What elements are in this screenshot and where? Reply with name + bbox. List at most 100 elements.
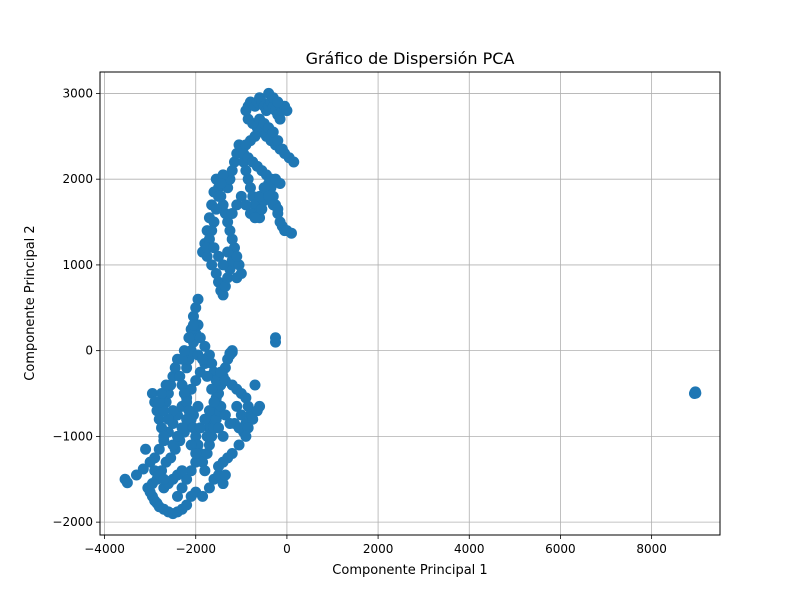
scatter-point [203,482,215,494]
scatter-point [231,250,243,262]
scatter-point [274,177,286,189]
scatter-point [206,358,218,370]
scatter-point [201,250,213,262]
scatter-point [206,383,218,395]
x-axis-label: Componente Principal 1 [332,563,487,578]
scatter-point [233,439,245,451]
scatter-point [176,465,188,477]
scatter-point [176,422,188,434]
plot-area-frame [99,71,721,536]
scatter-point [272,96,284,108]
scatter-point [690,387,702,399]
scatter-point [222,216,234,228]
scatter-point [208,216,220,228]
scatter-point [254,190,266,202]
x-tick-label: 4000 [454,542,485,556]
scatter-point [215,177,227,189]
scatter-point [197,490,209,502]
scatter-point [140,443,152,455]
scatter-point [281,105,293,117]
scatter-point [194,332,206,344]
scatter-point [219,409,231,421]
x-tick-label: 0 [283,542,291,556]
scatter-point [206,430,218,442]
scatter-point [169,362,181,374]
scatter-point [244,182,256,194]
scatter-point [217,478,229,490]
scatter-point [183,405,195,417]
scatter-point [242,422,254,434]
scatter-point [210,413,222,425]
scatter-point [153,443,165,455]
scatter-point [203,405,215,417]
scatter-point [192,400,204,412]
scatter-point [176,379,188,391]
scatter-point [274,113,286,125]
scatter-point [181,413,193,425]
scatter-point [187,310,199,322]
scatter-point [256,203,268,215]
scatter-point [190,448,202,460]
scatter-point [235,267,247,279]
scatter-point [172,490,183,502]
scatter-point [158,405,170,417]
scatter-point [144,456,156,468]
scatter-point [215,366,227,378]
scatter-point [185,439,197,451]
y-tick-label: −2000 [52,515,93,529]
scatter-point [158,473,170,485]
scatter-point [228,156,240,168]
scatter-point [210,375,222,387]
scatter-point [183,332,195,344]
scatter-point [137,463,149,475]
scatter-point [187,319,199,331]
x-tick-label: 8000 [636,542,667,556]
x-tick-label: −2000 [175,542,216,556]
scatter-point [285,227,297,239]
scatter-point [199,340,211,352]
scatter-point [249,379,261,391]
scatter-point [219,469,231,481]
scatter-point [181,362,193,374]
scatter-point [190,302,202,314]
scatter-point [263,190,275,202]
scatter-point [242,400,254,412]
scatter-point [267,126,279,138]
scatter-point [272,135,284,147]
x-axis-ticks: −4000 −2000 0 2000 4000 6000 8000 [84,535,667,556]
scatter-point [181,396,193,408]
scatter-point [222,272,234,284]
scatter-point [210,267,222,279]
scatter-point [226,207,238,219]
scatter-point [167,439,179,451]
scatter-point [276,143,288,155]
scatter-point [231,400,243,412]
scatter-point [206,225,218,237]
scatter-point [233,259,245,271]
scatter-point [158,430,170,442]
scatter-point [222,246,234,258]
scatter-point [242,173,254,185]
scatter-point [240,392,252,404]
scatter-point [181,499,193,511]
scatter-point [270,332,282,344]
scatter-point [208,242,220,254]
x-tick-label: 6000 [545,542,576,556]
scatter-point [224,418,236,430]
scatter-point [251,405,263,417]
scatter-point [242,113,254,125]
scatter-point [201,448,213,460]
y-tick-label: 1000 [62,258,93,272]
scatter-point [224,225,236,237]
scatter-point [172,430,183,442]
scatter-point [201,370,213,382]
scatter-point [235,190,247,202]
scatter-point [203,233,215,245]
chart-title: Gráfico de Dispersión PCA [306,49,515,68]
scatter-point [190,375,202,387]
scatter-point [153,396,165,408]
scatter-point [208,396,220,408]
scatter-point [167,405,179,417]
